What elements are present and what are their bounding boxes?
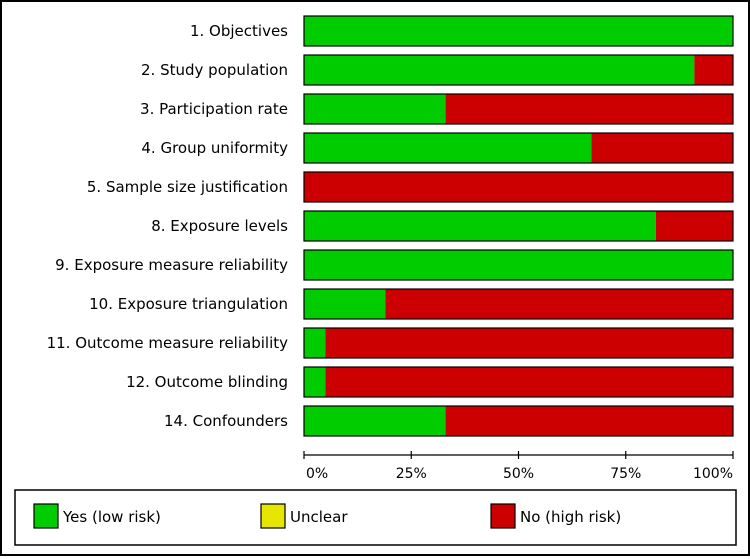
bar-outline [303, 15, 734, 47]
bar-segment [304, 328, 326, 358]
bar-outline [303, 405, 734, 437]
legend-swatch [260, 503, 286, 529]
bar-segment [445, 406, 733, 436]
legend-swatch [490, 503, 516, 529]
bar-outline [303, 54, 734, 86]
category-label: 5. Sample size justification [87, 178, 288, 196]
bar-outline [303, 327, 734, 359]
bar-segment [304, 367, 326, 397]
bar-segment [304, 250, 733, 280]
bar-segment [304, 406, 446, 436]
bar-segment [591, 133, 733, 163]
category-labels: 1. Objectives 2. Study population 3. Parti… [47, 22, 289, 430]
bar-segment [325, 328, 733, 358]
bar-segment [385, 289, 733, 319]
bar-segment [325, 367, 733, 397]
x-axis: 0% 25% 50% 75% 100% [303, 451, 734, 482]
bar-outline [303, 288, 734, 320]
x-tick-label: 100% [693, 466, 733, 482]
legend-swatch [33, 503, 59, 529]
bar-outline [303, 171, 734, 203]
bar-outline [303, 366, 734, 398]
legend-items: Yes (low risk) Unclear No (high risk) [33, 503, 621, 529]
legend-label: Yes (low risk) [62, 508, 161, 526]
bar-segment [655, 211, 733, 241]
bar-outline [303, 93, 734, 125]
bars [303, 15, 734, 437]
bar-segment [304, 133, 592, 163]
bar-outline [303, 132, 734, 164]
bar-segment [304, 55, 695, 85]
legend-label: No (high risk) [520, 508, 621, 526]
category-label: 11. Outcome measure reliability [47, 334, 289, 352]
legend-box [14, 489, 737, 546]
category-label: 4. Group uniformity [141, 139, 288, 157]
bar-outline [303, 249, 734, 281]
legend: Yes (low risk) Unclear No (high risk) [14, 489, 737, 546]
category-label: 12. Outcome blinding [126, 373, 288, 391]
bar-segment [304, 172, 733, 202]
category-label: 1. Objectives [190, 22, 288, 40]
x-tick-label: 50% [503, 466, 534, 482]
x-tick-label: 75% [610, 466, 641, 482]
category-label: 3. Participation rate [140, 100, 288, 118]
bar-segment [304, 16, 733, 46]
legend-label: Unclear [290, 508, 348, 526]
bar-outline [303, 210, 734, 242]
bar-segment [304, 289, 386, 319]
category-label: 14. Confounders [164, 412, 288, 430]
bar-segment [694, 55, 733, 85]
category-label: 2. Study population [141, 61, 288, 79]
bar-segment [445, 94, 733, 124]
x-tick-label: 25% [396, 466, 427, 482]
bar-segment [304, 211, 656, 241]
bar-segment [304, 94, 446, 124]
x-tick-label: 0% [306, 466, 328, 482]
category-label: 10. Exposure triangulation [89, 295, 288, 313]
category-label: 8. Exposure levels [151, 217, 288, 235]
category-label: 9. Exposure measure reliability [55, 256, 288, 274]
